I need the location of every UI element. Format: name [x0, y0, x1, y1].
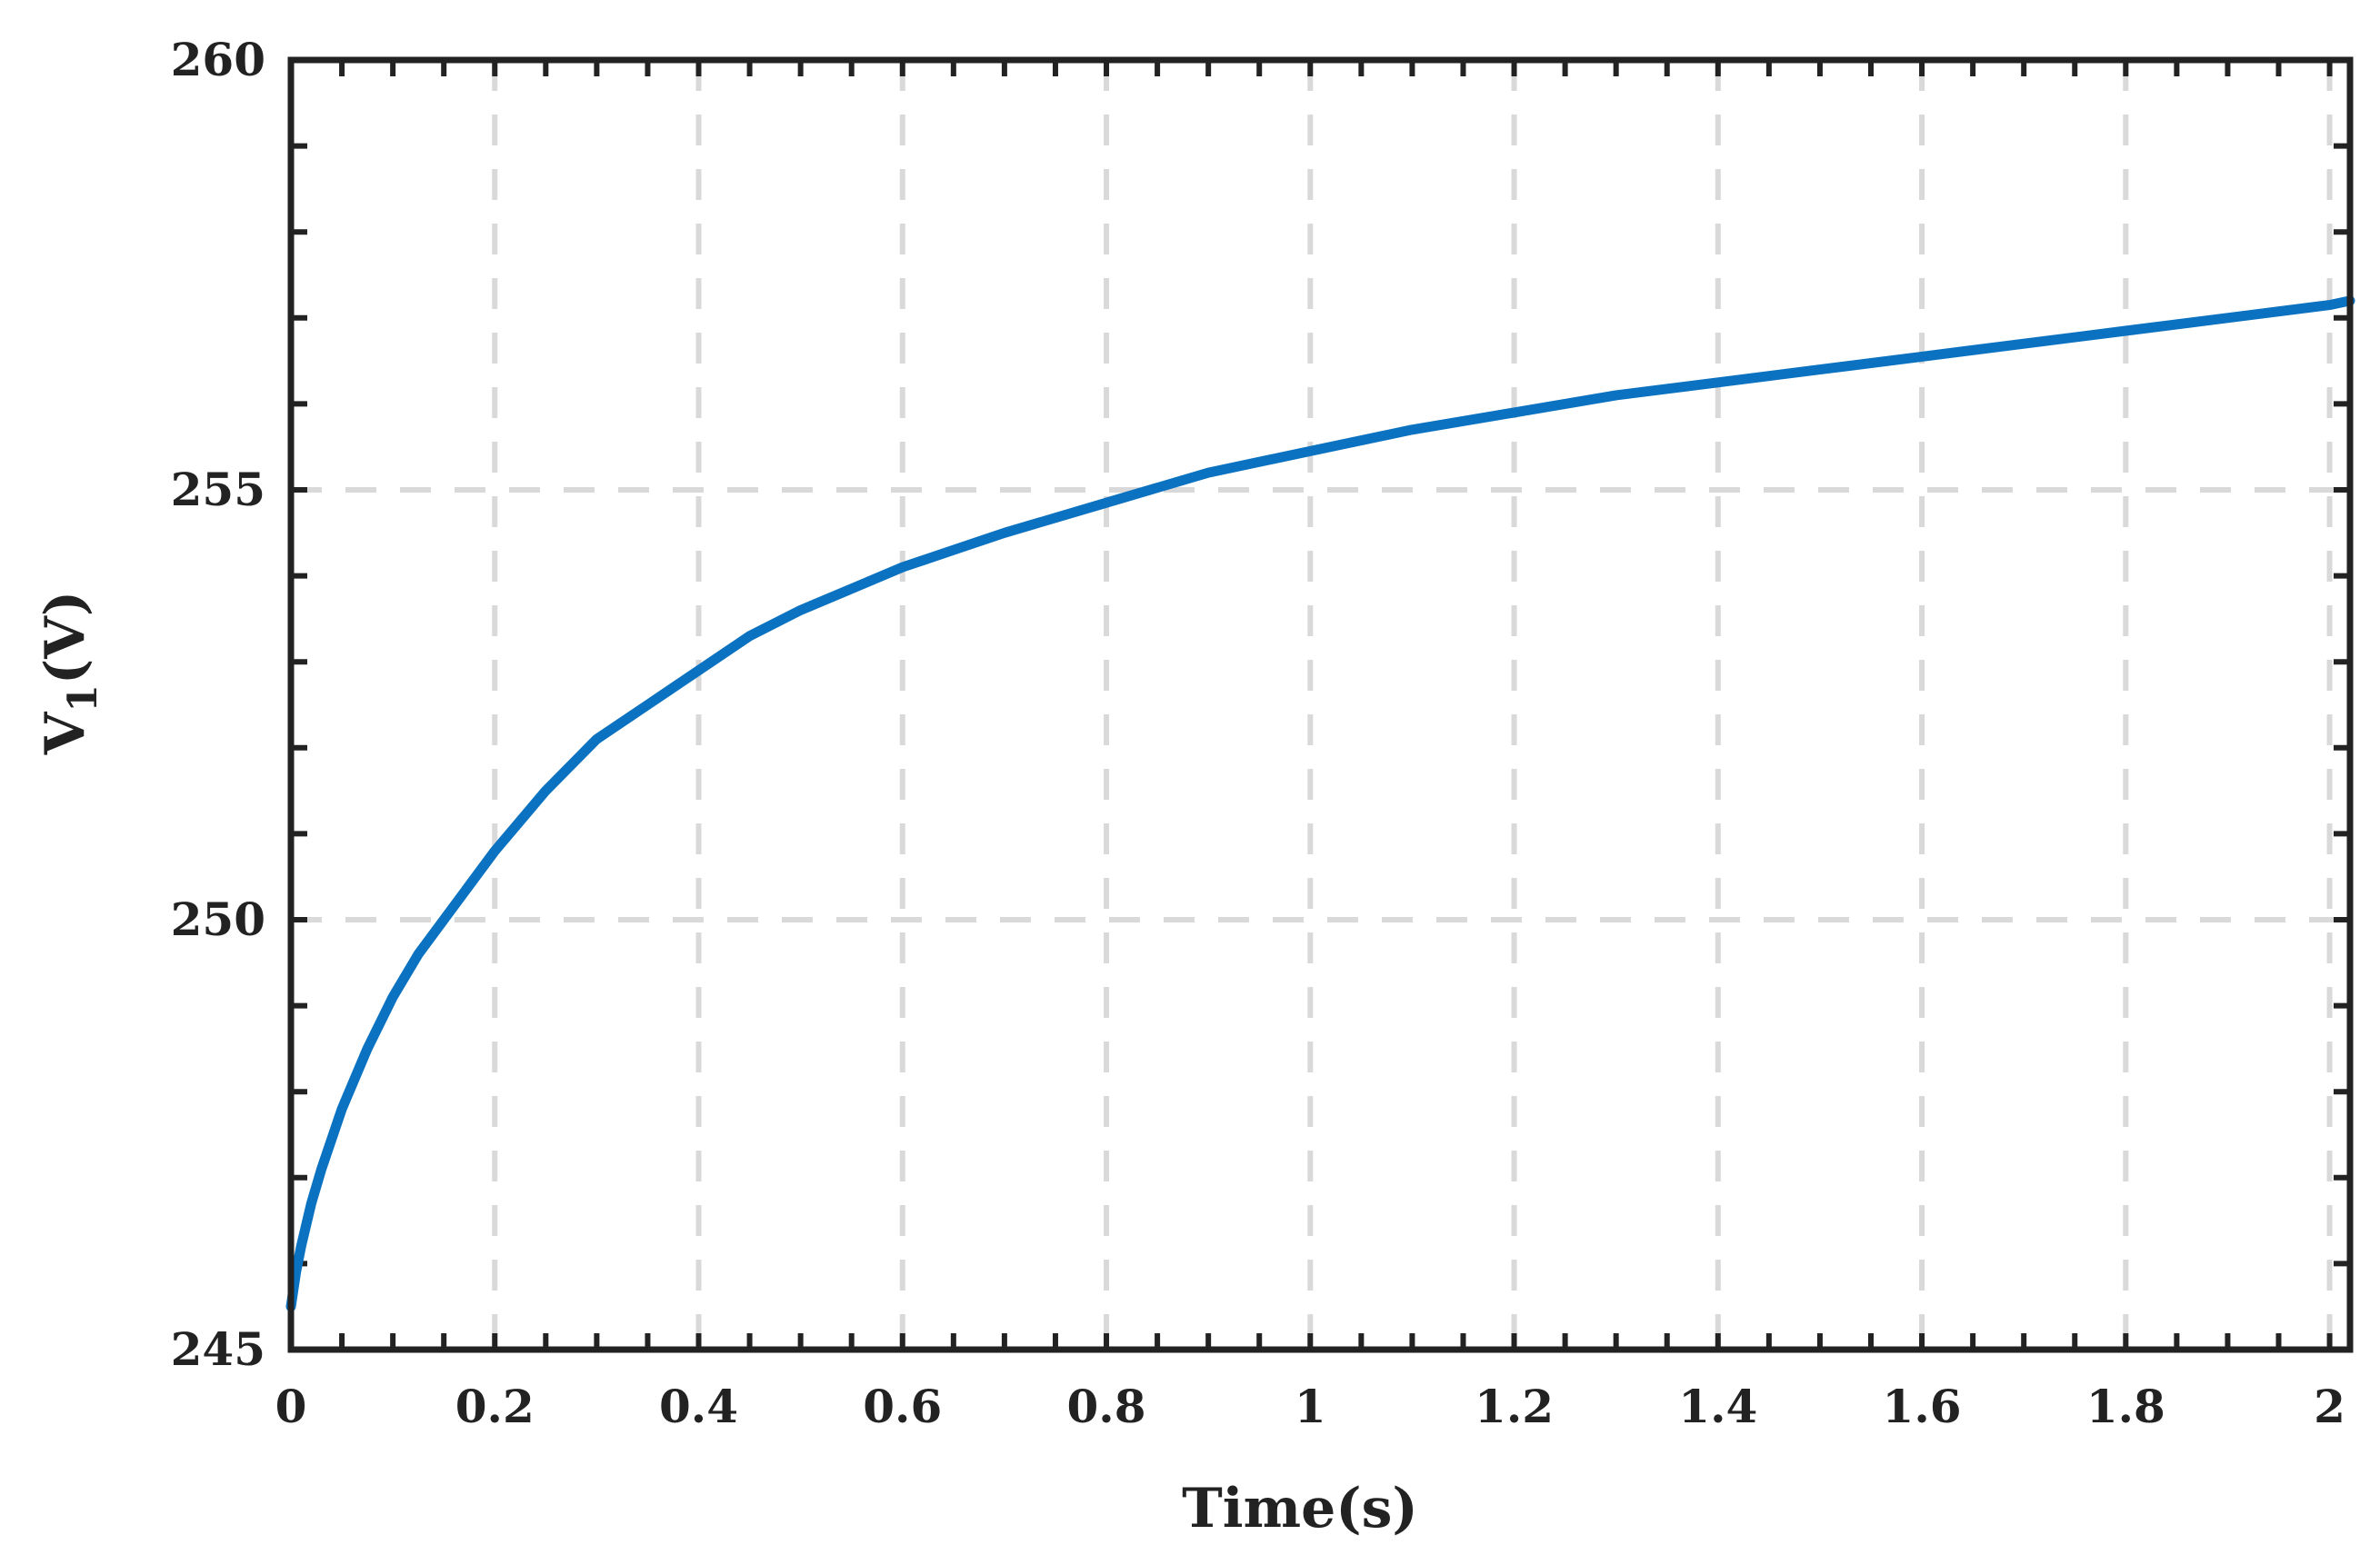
x-tick-label: 1.4 — [1678, 1380, 1757, 1433]
x-tick-label: 1.6 — [1883, 1380, 1962, 1433]
grid — [291, 60, 2350, 1350]
y-axis-label-subscript: 1 — [60, 684, 106, 713]
x-tick-label: 1.8 — [2086, 1380, 2165, 1433]
axes-frame — [287, 56, 2354, 1353]
x-tick-label: 0.4 — [659, 1380, 738, 1433]
y-tick-label: 255 — [171, 463, 265, 516]
x-tick-label: 2 — [2314, 1380, 2345, 1433]
x-tick-label: 0.6 — [863, 1380, 942, 1433]
y-axis-label-main: V — [34, 711, 97, 755]
tick-marks — [288, 57, 2350, 1352]
x-tick-label: 1.2 — [1475, 1380, 1554, 1433]
x-tick-label: 0 — [275, 1380, 307, 1433]
y-axis-label-unit: (V) — [34, 591, 97, 684]
y-tick-label: 250 — [171, 892, 265, 946]
series-line-0 — [285, 295, 2355, 1312]
x-tick-label: 0.2 — [455, 1380, 535, 1433]
x-tick-label: 0.8 — [1067, 1380, 1146, 1433]
y-tick-labels: 245 250 255 260 — [171, 33, 265, 1376]
x-tick-labels: 0 0.2 0.4 0.6 0.8 1 1.2 1.4 1.6 1.8 2 — [275, 1380, 2345, 1433]
y-axis-label: V1(V) — [34, 591, 106, 756]
series-layer — [285, 295, 2355, 1312]
y-tick-label: 260 — [171, 33, 265, 86]
y-tick-label: 245 — [171, 1322, 265, 1376]
x-tick-label: 1 — [1295, 1380, 1326, 1433]
x-axis-label: Time(s) — [1182, 1477, 1418, 1540]
